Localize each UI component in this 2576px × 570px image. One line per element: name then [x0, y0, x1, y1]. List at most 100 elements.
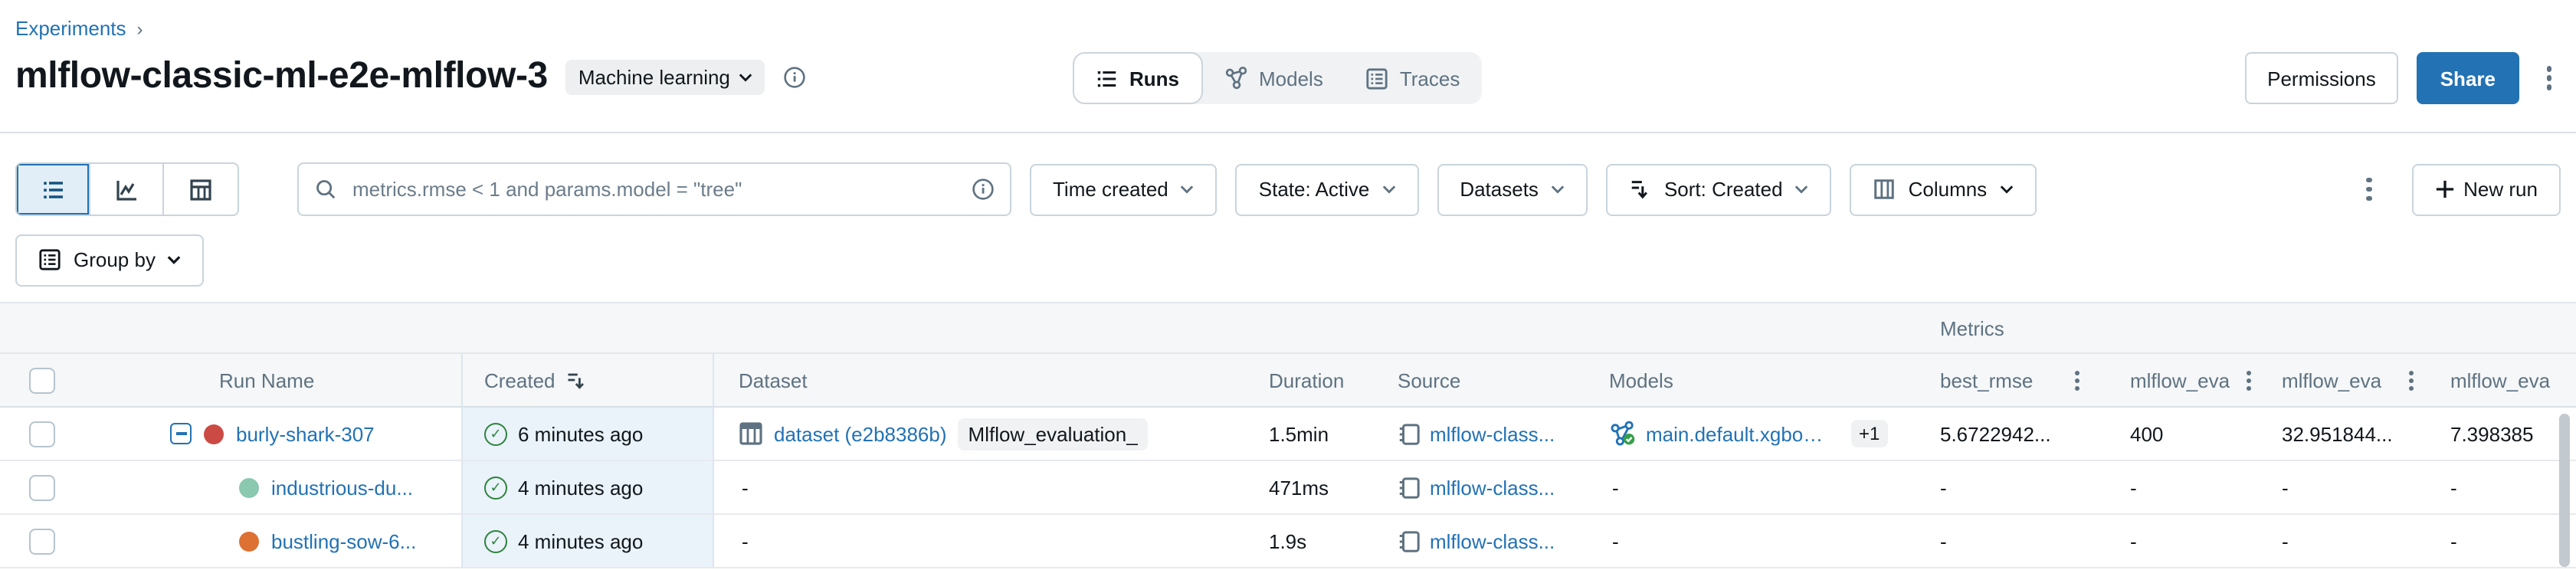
created-cell: ✓ 4 minutes ago [461, 461, 714, 515]
source-cell: mlflow-class... [1387, 408, 1594, 461]
column-menu-icon[interactable] [2406, 367, 2417, 393]
row-select-cell [0, 515, 84, 568]
run-name-cell: burly-shark-307 [84, 408, 461, 461]
duration-cell: 1.5min [1257, 408, 1387, 461]
state-filter[interactable]: State: Active [1235, 163, 1419, 215]
column-menu-icon[interactable] [2243, 367, 2254, 393]
header-overflow-menu-icon[interactable] [2537, 57, 2561, 100]
run-name-link[interactable]: bustling-sow-6... [271, 529, 417, 552]
metric-cell: 32.951844... [2276, 408, 2444, 461]
col-header-run-name[interactable]: Run Name [84, 354, 461, 408]
metric-cell: - [2444, 461, 2576, 515]
duration-cell: 471ms [1257, 461, 1387, 515]
new-run-button-label: New run [2463, 178, 2538, 201]
dataset-cell: - [714, 515, 1257, 568]
breadcrumb: Experiments › [15, 17, 143, 40]
header-divider [0, 132, 2576, 133]
runs-table: Metrics Run Name Created Dataset Duratio… [0, 302, 2576, 570]
permissions-button[interactable]: Permissions [2244, 52, 2399, 104]
columns-dropdown[interactable]: Columns [1850, 163, 2037, 215]
tab-runs-label: Runs [1129, 67, 1179, 90]
source-link[interactable]: mlflow-class... [1430, 422, 1555, 445]
col-header-best-rmse[interactable]: best_rmse [1931, 354, 2122, 408]
row-checkbox[interactable] [29, 528, 55, 554]
created-cell: ✓ 4 minutes ago [461, 515, 714, 568]
columns-icon [1874, 179, 1895, 199]
run-name-link[interactable]: burly-shark-307 [236, 422, 375, 445]
info-icon[interactable] [784, 65, 807, 88]
tab-traces[interactable]: Traces [1345, 52, 1482, 104]
share-button[interactable]: Share [2417, 52, 2519, 104]
col-header-source[interactable]: Source [1387, 354, 1594, 408]
model-link[interactable]: main.default.xgboo... [1646, 422, 1827, 445]
tab-runs[interactable]: Runs [1073, 52, 1202, 104]
chevron-down-icon [739, 73, 753, 81]
finished-status-icon: ✓ [484, 476, 507, 499]
list-view-toggle[interactable] [17, 164, 90, 215]
chevron-down-icon [1795, 185, 1808, 194]
chart-view-icon [116, 180, 136, 200]
col-header-mlflow-eva-3[interactable]: mlflow_eva [2444, 354, 2576, 408]
search-info-icon[interactable] [972, 178, 995, 201]
metric-cell: - [2276, 461, 2444, 515]
metric-cell: - [2444, 515, 2576, 568]
experiment-type-label: Machine learning [578, 65, 730, 88]
search-icon [316, 180, 336, 199]
run-status-dot [204, 424, 224, 444]
experiment-type-dropdown[interactable]: Machine learning [565, 59, 765, 94]
col-header-mlflow-eva-1[interactable]: mlflow_eva [2122, 354, 2276, 408]
sort-desc-icon [569, 373, 585, 389]
created-cell: ✓ 6 minutes ago [461, 408, 714, 461]
vertical-scrollbar[interactable] [2559, 414, 2570, 567]
column-menu-icon[interactable] [2072, 367, 2083, 393]
col-header-mlflow-eva-2[interactable]: mlflow_eva [2276, 354, 2444, 408]
run-name-link[interactable]: industrious-du... [271, 476, 413, 499]
source-cell: mlflow-class... [1387, 515, 1594, 568]
col-header-models[interactable]: Models [1594, 354, 1931, 408]
runs-list-icon [1097, 70, 1116, 87]
row-select-cell [0, 408, 84, 461]
row-select-cell [0, 461, 84, 515]
group-by-dropdown[interactable]: Group by [15, 234, 205, 286]
select-all-checkbox[interactable] [29, 367, 55, 393]
registered-model-icon [1611, 421, 1635, 446]
models-cell: - [1594, 515, 1931, 568]
title-group: mlflow-classic-ml-e2e-mlflow-3 Machine l… [15, 46, 807, 107]
dataset-table-icon [739, 422, 762, 445]
collapse-run-icon[interactable] [170, 423, 192, 444]
chart-view-toggle[interactable] [90, 164, 164, 215]
chevron-down-icon [1999, 185, 2013, 194]
view-tabs: Runs Models Traces [1073, 52, 1482, 104]
row-checkbox[interactable] [29, 474, 55, 500]
finished-status-icon: ✓ [484, 422, 507, 445]
traces-list-icon [1367, 67, 1388, 89]
chevron-down-icon [1551, 185, 1565, 194]
new-run-button[interactable]: New run [2411, 163, 2561, 215]
breadcrumb-experiments-link[interactable]: Experiments [15, 17, 126, 40]
more-models-badge[interactable]: +1 [1851, 420, 1888, 447]
view-mode-toggle [15, 162, 239, 216]
toolbar-overflow-menu-icon[interactable] [2357, 169, 2381, 211]
time-created-filter[interactable]: Time created [1030, 163, 1218, 215]
notebook-icon [1399, 423, 1420, 444]
notebook-icon [1399, 477, 1420, 498]
table-view-toggle[interactable] [164, 164, 238, 215]
tab-models[interactable]: Models [1202, 52, 1345, 104]
col-header-duration[interactable]: Duration [1257, 354, 1387, 408]
source-link[interactable]: mlflow-class... [1430, 529, 1555, 552]
col-header-created[interactable]: Created [461, 354, 714, 408]
dataset-cell: dataset (e2b8386b) Mlflow_evaluation_ [714, 408, 1257, 461]
row-checkbox[interactable] [29, 421, 55, 447]
models-cell: main.default.xgboo... +1 [1594, 408, 1931, 461]
models-cell: - [1594, 461, 1931, 515]
dataset-tag[interactable]: Mlflow_evaluation_ [957, 418, 1149, 450]
metric-cell: - [2276, 515, 2444, 568]
sort-dropdown[interactable]: Sort: Created [1605, 163, 1832, 215]
metrics-group-header: Metrics [1931, 302, 2576, 354]
dataset-link[interactable]: dataset (e2b8386b) [774, 422, 947, 445]
source-link[interactable]: mlflow-class... [1430, 476, 1555, 499]
datasets-filter[interactable]: Datasets [1437, 163, 1588, 215]
col-header-dataset[interactable]: Dataset [714, 354, 1257, 408]
search-input[interactable] [349, 176, 959, 202]
